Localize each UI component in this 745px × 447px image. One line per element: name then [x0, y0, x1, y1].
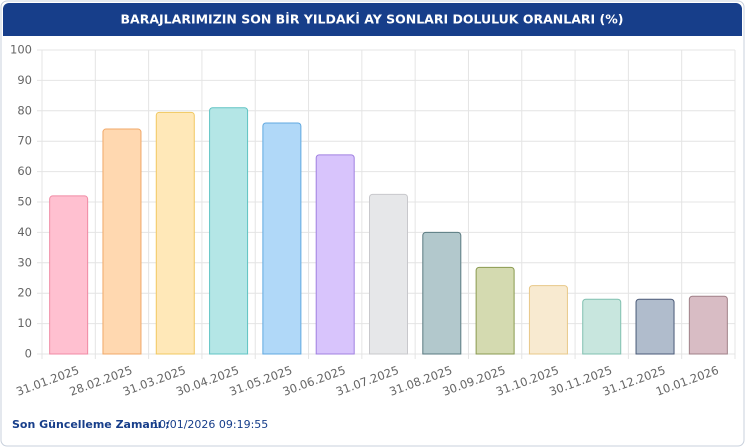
bar [635, 298, 675, 355]
title-bar [3, 3, 742, 36]
bar [102, 128, 142, 355]
y-tick-label: 40 [17, 225, 32, 239]
y-tick-label: 30 [17, 255, 32, 269]
footer-value: 10/01/2026 09:19:55 [152, 418, 268, 431]
y-tick-label: 0 [25, 347, 32, 361]
bar [315, 154, 355, 355]
y-tick-label: 90 [17, 73, 32, 87]
y-tick-label: 70 [17, 134, 32, 148]
y-tick-label: 10 [17, 316, 32, 330]
y-tick-label: 80 [17, 103, 32, 117]
y-tick-label: 20 [17, 286, 32, 300]
bar [582, 298, 622, 355]
bar [422, 231, 462, 355]
bar [528, 285, 568, 355]
bar [155, 111, 195, 355]
chart-title: BARAJLARIMIZIN SON BİR YILDAKİ AY SONLAR… [121, 12, 624, 27]
bar [475, 266, 515, 355]
bar [209, 107, 249, 355]
footer-label: Son Güncelleme Zamanı : [12, 418, 170, 431]
bar [49, 195, 89, 355]
bar [369, 193, 408, 355]
y-tick-label: 50 [17, 195, 32, 209]
bar [262, 122, 302, 355]
bar [688, 295, 728, 355]
y-tick-label: 100 [10, 43, 32, 57]
y-tick-label: 60 [17, 164, 32, 178]
